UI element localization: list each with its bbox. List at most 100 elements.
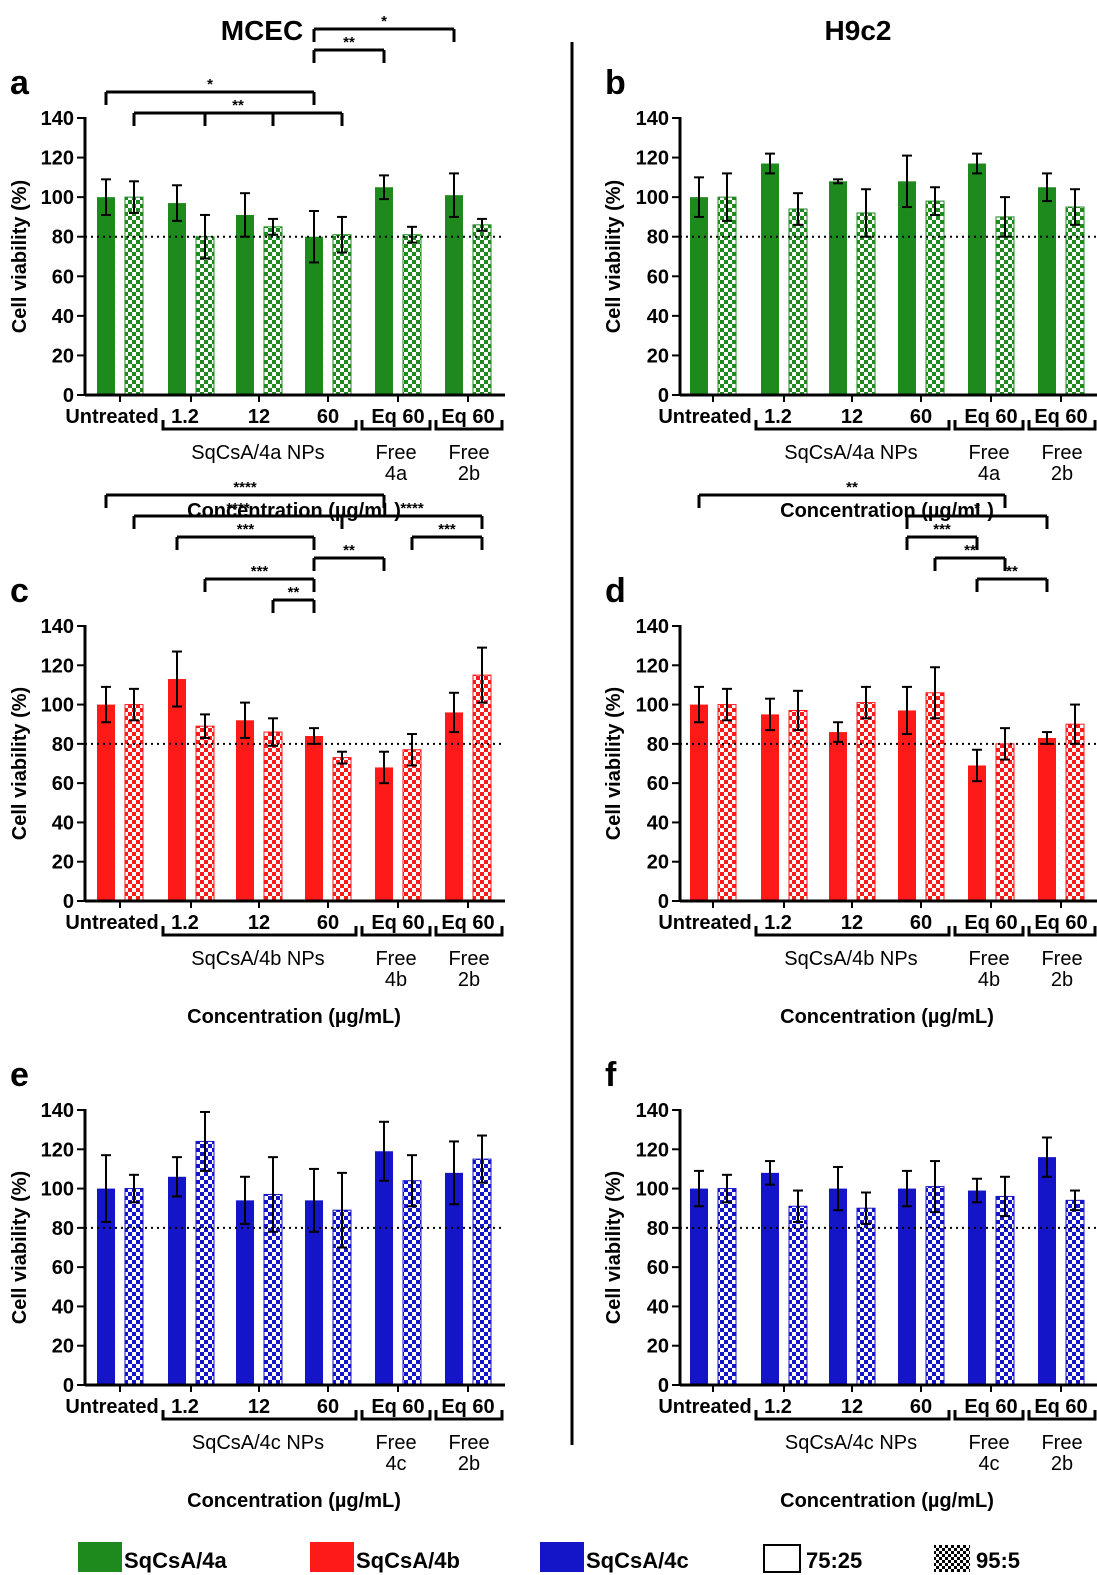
bar-95-5 <box>856 702 876 902</box>
y-tick-label: 140 <box>41 108 74 130</box>
bar-95-5 <box>788 208 808 396</box>
y-tick-label: 120 <box>41 148 74 170</box>
y-tick-label: 40 <box>647 812 669 834</box>
x-tick-label: 60 <box>910 406 932 428</box>
group-label: 2b <box>1051 463 1073 485</box>
y-tick-label: 20 <box>647 345 669 367</box>
significance-label: **** <box>400 500 424 517</box>
group-label: 2b <box>1051 969 1073 991</box>
group-label: Free <box>448 442 489 464</box>
bar-95-5 <box>856 1207 876 1386</box>
x-tick-label: Eq 60 <box>964 1396 1017 1418</box>
y-tick-label: 140 <box>636 616 669 638</box>
bar-75-25 <box>305 1200 323 1385</box>
y-tick-label: 100 <box>636 695 669 717</box>
bar-95-5 <box>472 1158 492 1386</box>
bar-75-25 <box>445 1172 463 1385</box>
group-label: SqCsA/4b NPs <box>191 948 324 970</box>
bar-75-25 <box>761 714 779 901</box>
bar-75-25 <box>236 1200 254 1385</box>
x-tick-label: 60 <box>910 1396 932 1418</box>
x-axis-title: Concentration (µg/mL) <box>780 1490 994 1512</box>
bar-95-5 <box>856 212 876 396</box>
bar-95-5 <box>995 1195 1015 1386</box>
y-tick-label: 20 <box>647 852 669 874</box>
bar-95-5 <box>195 236 215 396</box>
legend-label: 75:25 <box>806 1548 862 1573</box>
x-tick-label: 1.2 <box>764 912 792 934</box>
y-tick-label: 100 <box>41 187 74 209</box>
panel-letter: e <box>10 1056 29 1094</box>
y-tick-label: 80 <box>647 1218 669 1240</box>
x-tick-label: Untreated <box>658 1396 751 1418</box>
bar-95-5 <box>124 704 144 902</box>
group-label: SqCsA/4a NPs <box>191 442 324 464</box>
bar-75-25 <box>97 704 115 901</box>
y-tick-label: 120 <box>636 655 669 677</box>
bar-75-25 <box>690 1188 708 1385</box>
bar-95-5 <box>717 704 737 902</box>
x-tick-label: Eq 60 <box>371 1396 424 1418</box>
bar-95-5 <box>995 743 1015 902</box>
group-bracket <box>434 420 504 431</box>
bar-95-5 <box>1065 1199 1085 1386</box>
legend-label: 95:5 <box>976 1548 1020 1573</box>
significance-label: ** <box>846 479 858 496</box>
x-tick-label: Eq 60 <box>441 406 494 428</box>
bar-75-25 <box>445 195 463 395</box>
panel-letter: d <box>605 572 626 610</box>
legend-swatch <box>934 1545 970 1572</box>
x-tick-label: Eq 60 <box>1034 1396 1087 1418</box>
y-tick-label: 40 <box>52 812 74 834</box>
bar-75-25 <box>236 720 254 901</box>
y-tick-label: 120 <box>636 148 669 170</box>
panel-letter: a <box>10 64 30 102</box>
bar-95-5 <box>124 196 144 396</box>
bar-75-25 <box>898 1188 916 1385</box>
x-tick-label: 60 <box>317 1396 339 1418</box>
panel-a: a Cell viability (%) 0 20 40 60 80 100 120 140 Unt… <box>9 13 505 522</box>
y-tick-label: 120 <box>41 1139 74 1161</box>
significance-label: **** <box>233 479 257 496</box>
significance-label: * <box>974 500 980 517</box>
bar-75-25 <box>968 163 986 395</box>
x-axis-title: Concentration (µg/mL) <box>187 1490 401 1512</box>
bar-75-25 <box>375 767 393 901</box>
significance-label: ** <box>232 97 244 114</box>
bar-95-5 <box>195 725 215 902</box>
group-label: 4a <box>385 463 408 485</box>
x-tick-label: 12 <box>841 406 863 428</box>
y-tick-label: 80 <box>647 734 669 756</box>
y-tick-label: 0 <box>63 385 74 407</box>
bar-95-5 <box>195 1140 215 1386</box>
x-tick-label: Eq 60 <box>441 1396 494 1418</box>
x-tick-label: 1.2 <box>764 1396 792 1418</box>
y-tick-label: 0 <box>658 1375 669 1397</box>
legend-label: SqCsA/4b <box>356 1548 460 1573</box>
y-axis-label: Cell viability (%) <box>603 180 625 333</box>
group-label: 4c <box>385 1453 406 1475</box>
y-tick-label: 0 <box>658 385 669 407</box>
group-label: 4b <box>978 969 1000 991</box>
group-bracket <box>360 420 432 431</box>
group-label: SqCsA/4c NPs <box>192 1432 324 1454</box>
group-bracket <box>360 1410 432 1421</box>
x-axis-title: Concentration (µg/mL) <box>187 1006 401 1028</box>
y-tick-label: 140 <box>636 108 669 130</box>
bar-95-5 <box>332 757 352 902</box>
legend-swatch <box>763 1544 801 1573</box>
significance-label: *** <box>438 521 456 538</box>
x-axis-title: Concentration (µg/mL) <box>780 1006 994 1028</box>
x-tick-label: Untreated <box>65 912 158 934</box>
group-label: SqCsA/4c NPs <box>785 1432 917 1454</box>
group-label: Free <box>448 948 489 970</box>
bar-75-25 <box>829 181 847 395</box>
group-bracket <box>953 1410 1025 1421</box>
bar-95-5 <box>472 224 492 396</box>
group-label: 4a <box>978 463 1001 485</box>
y-axis-label: Cell viability (%) <box>603 1171 625 1324</box>
group-label: Free <box>968 442 1009 464</box>
y-tick-label: 120 <box>636 1139 669 1161</box>
panel-e: e Cell viability (%) 0 20 40 60 80 100 120 140 Unt… <box>9 1056 505 1512</box>
significance-label: ** <box>1006 563 1018 580</box>
